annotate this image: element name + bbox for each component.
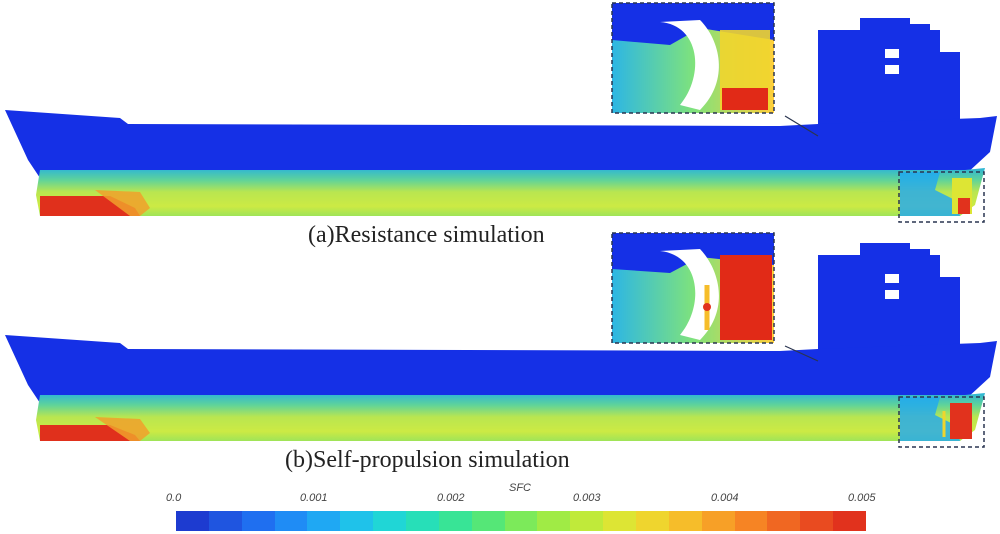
colorbar-segment-0: [176, 511, 209, 531]
inset-pointer: [784, 345, 819, 362]
colorbar-tick-5: 0.005: [848, 492, 876, 504]
colorbar-tick-4: 0.004: [711, 492, 739, 504]
caption-self-propulsion: (b)Self-propulsion simulation: [285, 447, 570, 473]
colorbar-segment-14: [636, 511, 669, 531]
stern-highlight-box: [898, 396, 985, 448]
colorbar-segment-13: [603, 511, 637, 531]
colorbar-segment-2: [241, 511, 275, 531]
colorbar-segment-4: [307, 511, 341, 531]
superstructure: [818, 243, 960, 363]
colorbar-tick-2: 0.002: [437, 492, 465, 504]
hull-lower: [36, 393, 985, 441]
colorbar-segment-8: [438, 511, 472, 531]
resistance-ship-contour: [5, 2, 997, 223]
stern-inset: [611, 232, 775, 344]
stern-inset: [611, 2, 775, 114]
hull-lower: [36, 168, 985, 216]
colorbar-segment-11: [537, 511, 571, 531]
colorbar-segment-1: [208, 511, 242, 531]
colorbar-segment-7: [406, 511, 439, 531]
colorbar-segment-12: [570, 511, 604, 531]
colorbar-segment-9: [471, 511, 505, 531]
colorbar-segment-18: [767, 511, 801, 531]
colorbar-title: SFC: [509, 482, 531, 494]
colorbar-segment-15: [668, 511, 702, 531]
colorbar-segment-20: [833, 511, 867, 531]
colorbar-tick-3: 0.003: [573, 492, 601, 504]
colorbar-segment-19: [800, 511, 834, 531]
superstructure: [818, 18, 960, 138]
sfc-colorbar: [176, 511, 867, 531]
stern-highlight-box: [898, 171, 985, 223]
caption-resistance: (a)Resistance simulation: [308, 222, 545, 248]
colorbar-tick-0: 0.0: [166, 492, 182, 504]
colorbar-segment-17: [734, 511, 768, 531]
colorbar-segment-6: [373, 511, 407, 531]
colorbar-segment-3: [274, 511, 308, 531]
colorbar-segment-10: [504, 511, 538, 531]
colorbar-tick-1: 0.001: [300, 492, 328, 504]
panel-self-propulsion: (b)Self-propulsion simulation: [0, 225, 1000, 485]
inset-pointer: [784, 115, 819, 137]
colorbar-segment-16: [701, 511, 735, 531]
hull-upper: [5, 110, 997, 178]
panel-resistance: (a)Resistance simulation: [0, 0, 1000, 260]
colorbar-segment-5: [340, 511, 374, 531]
hull-upper: [5, 335, 997, 403]
self-propulsion-ship-contour: [5, 232, 997, 448]
